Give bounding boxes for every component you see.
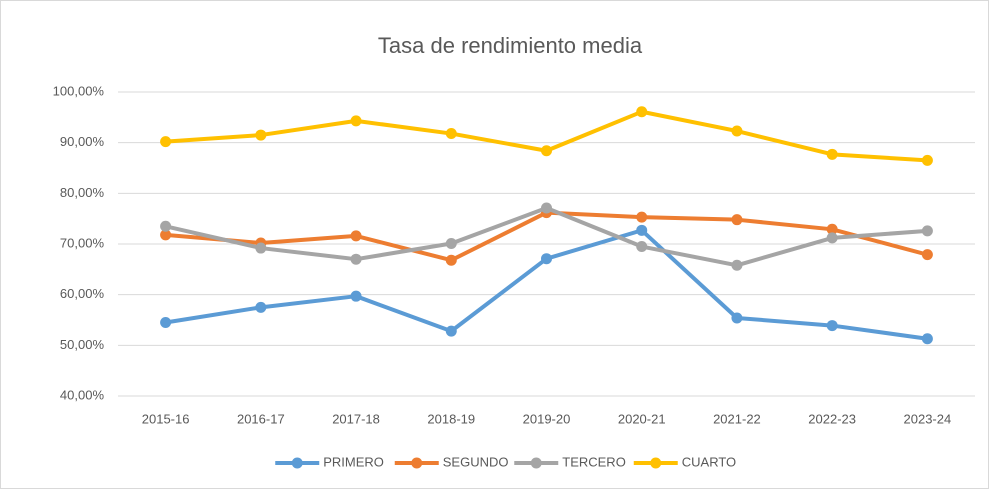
x-tick-label: 2023-24	[904, 411, 952, 426]
data-point	[541, 253, 552, 265]
data-point	[445, 128, 457, 140]
legend-marker	[291, 457, 303, 469]
data-point	[826, 320, 838, 332]
data-point	[636, 106, 648, 118]
data-point	[636, 241, 648, 253]
y-tick-label: 70,00%	[60, 235, 105, 250]
x-tick-label: 2022-23	[808, 411, 856, 426]
data-point	[160, 136, 172, 148]
data-point	[636, 211, 648, 223]
data-point	[541, 145, 552, 157]
legend-label: PRIMERO	[323, 454, 384, 469]
legend-label: CUARTO	[682, 454, 736, 469]
data-point	[350, 115, 362, 127]
y-tick-label: 90,00%	[60, 134, 105, 149]
data-point	[921, 333, 933, 345]
x-tick-label: 2019-20	[523, 411, 571, 426]
data-point	[160, 229, 172, 241]
data-point	[636, 224, 648, 236]
y-tick-label: 40,00%	[60, 387, 105, 402]
x-tick-label: 2020-21	[618, 411, 666, 426]
x-tick-label: 2021-22	[713, 411, 761, 426]
legend-marker	[411, 457, 423, 469]
data-point	[255, 301, 267, 313]
data-point	[350, 290, 362, 302]
data-point	[731, 312, 743, 324]
y-tick-label: 60,00%	[60, 286, 105, 301]
x-tick-label: 2017-18	[332, 411, 380, 426]
x-tick-label: 2016-17	[237, 411, 285, 426]
data-point	[921, 225, 933, 237]
legend-marker	[530, 457, 542, 469]
legend-label: SEGUNDO	[443, 454, 509, 469]
data-point	[731, 214, 743, 226]
data-point	[445, 325, 457, 337]
x-tick-label: 2018-19	[427, 411, 475, 426]
data-point	[826, 232, 838, 244]
data-point	[731, 125, 743, 137]
data-point	[826, 148, 838, 160]
data-point	[445, 237, 457, 249]
data-point	[350, 230, 362, 242]
data-point	[350, 253, 362, 265]
x-tick-label: 2015-16	[142, 411, 190, 426]
data-point	[445, 254, 457, 266]
data-point	[921, 154, 933, 166]
data-point	[160, 220, 172, 232]
chart-title: Tasa de rendimiento media	[378, 33, 643, 58]
data-point	[255, 129, 267, 141]
data-point	[731, 259, 743, 271]
legend-label: TERCERO	[562, 454, 626, 469]
data-point	[921, 249, 933, 261]
data-point	[541, 202, 552, 214]
data-point	[160, 317, 172, 329]
legend-marker	[650, 457, 662, 469]
data-point	[826, 223, 838, 235]
y-tick-label: 80,00%	[60, 185, 105, 200]
y-tick-label: 50,00%	[60, 337, 105, 352]
y-tick-label: 100,00%	[53, 83, 105, 98]
data-point	[255, 242, 267, 254]
